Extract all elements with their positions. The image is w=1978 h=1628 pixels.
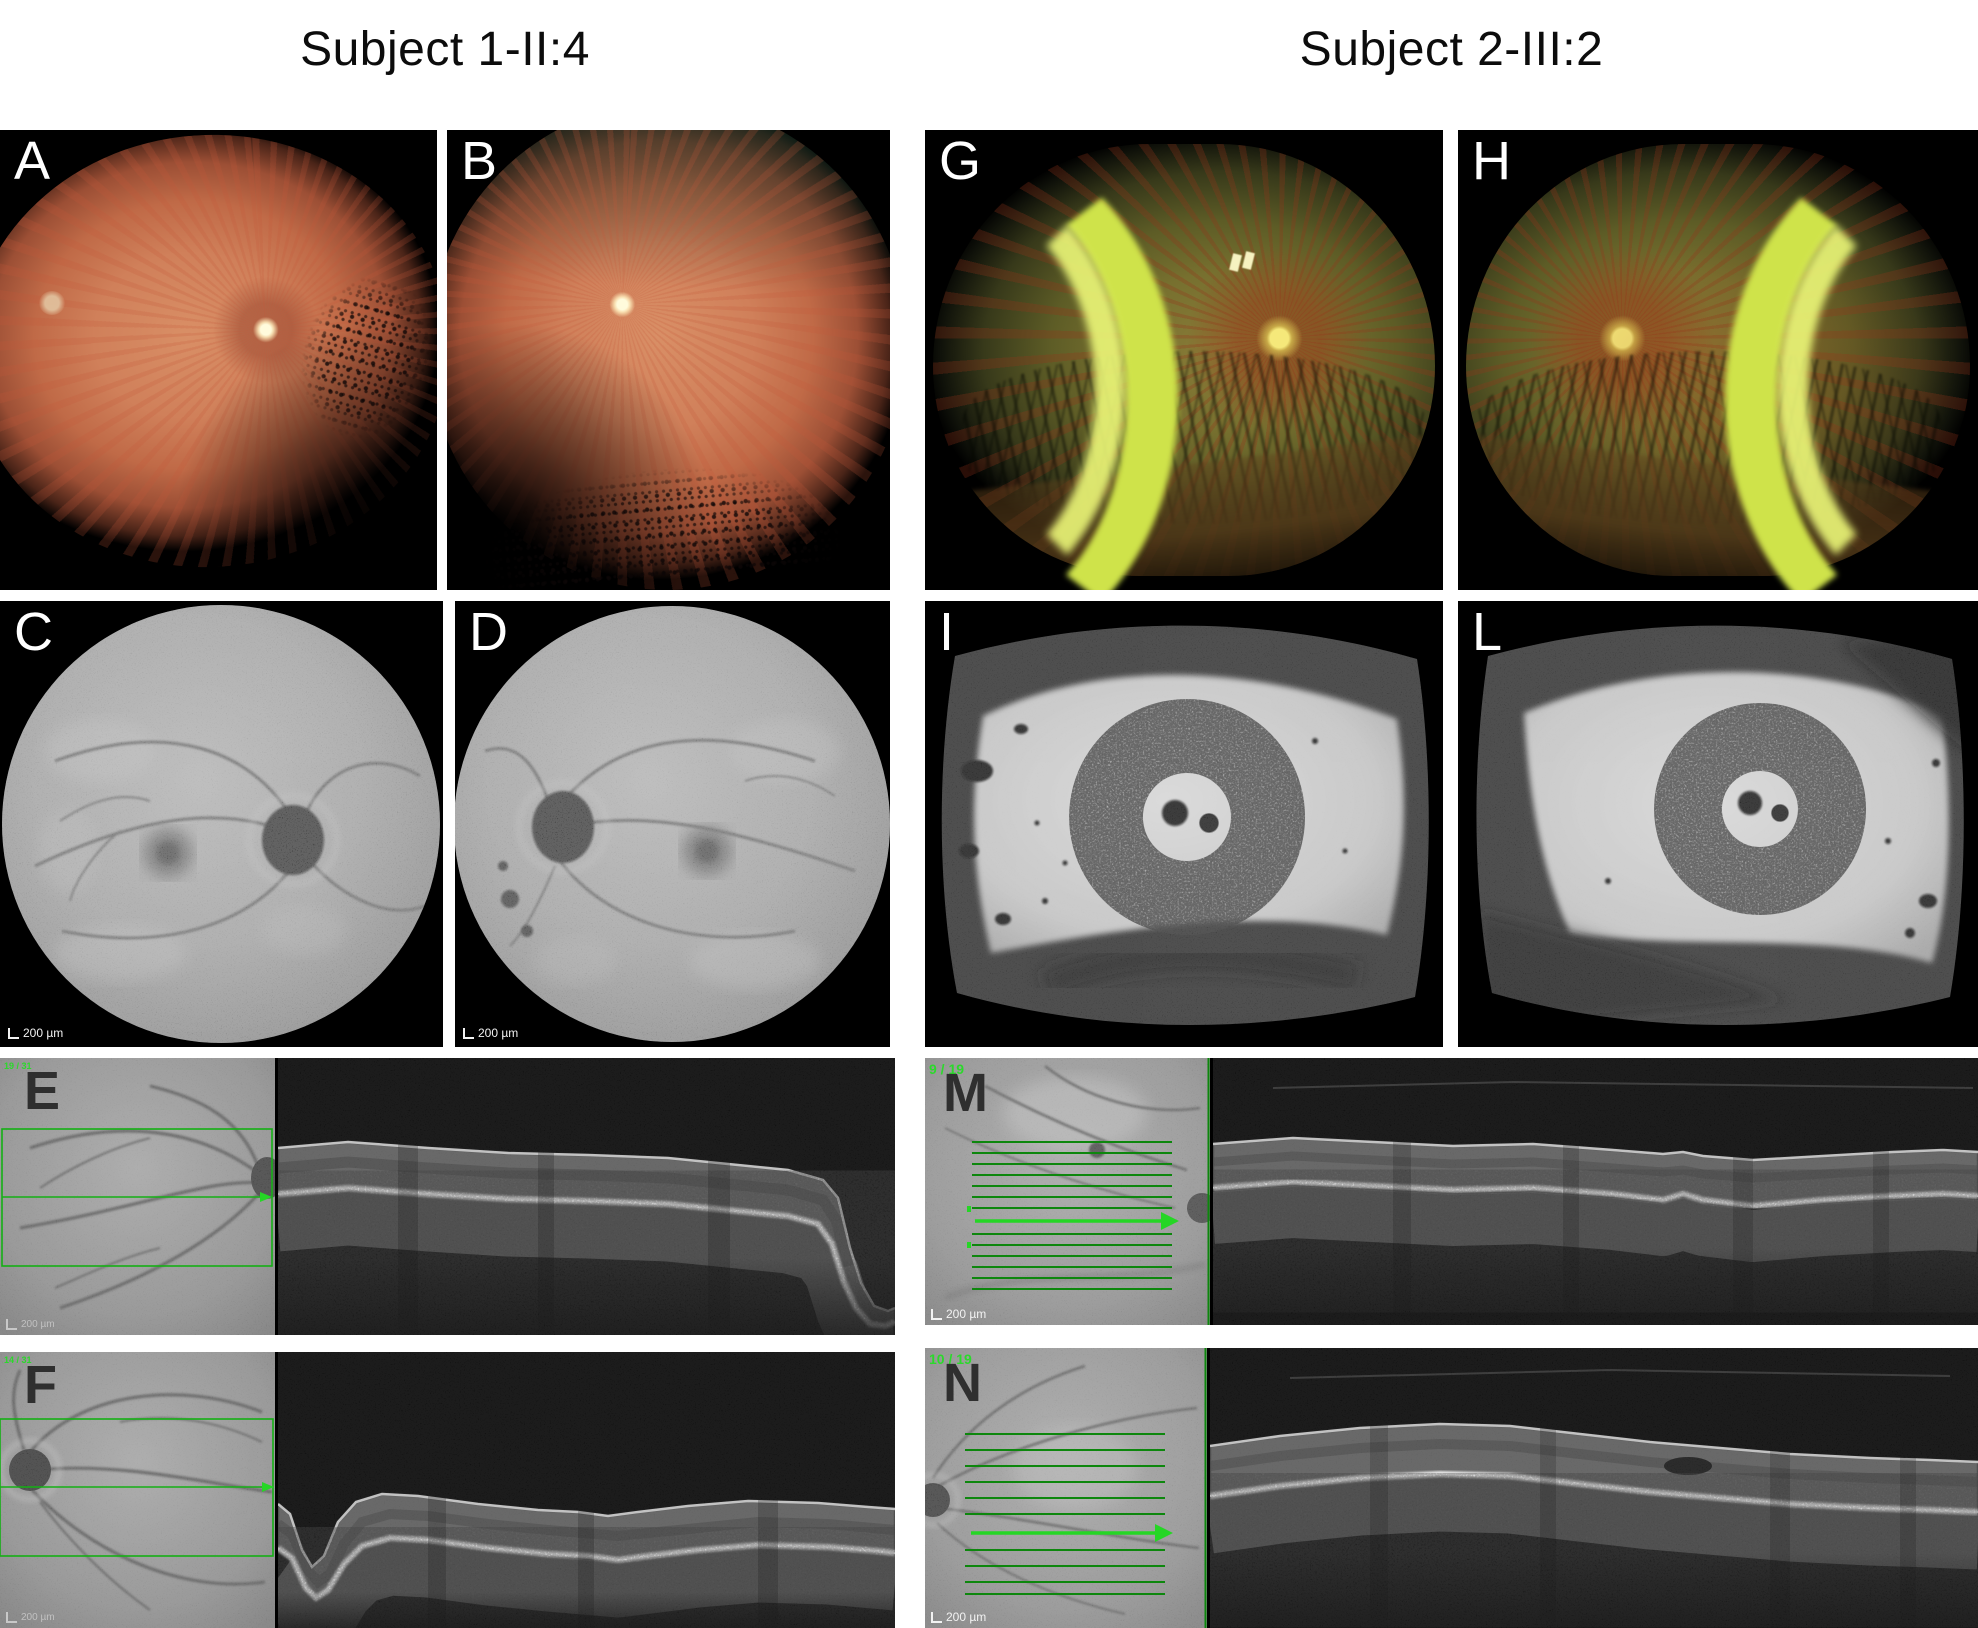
subject-1-title: Subject 1-II:4 xyxy=(300,23,590,76)
scale-label: 200 µm xyxy=(21,1612,55,1623)
scan-arrow-icon xyxy=(1155,1524,1173,1542)
scale-label: 200 µm xyxy=(21,1319,55,1330)
scan-counter: 14 / 31 xyxy=(4,1355,32,1365)
panel-label: M xyxy=(943,1063,988,1123)
scale-bar-icon xyxy=(6,1319,17,1330)
scale-bar: 200 µm xyxy=(6,1612,55,1623)
scan-arrow-icon xyxy=(1161,1212,1179,1230)
scan-counter: 9 / 19 xyxy=(929,1061,965,1077)
panel-label: E xyxy=(24,1061,61,1121)
ir-enface-image xyxy=(0,1058,275,1335)
panel-h-widefield-fundus: H xyxy=(1458,130,1978,590)
panel-label: L xyxy=(1472,602,1503,662)
panel-label: H xyxy=(1472,131,1511,191)
panel-m-oct: 9 / 19 200 µm M xyxy=(925,1058,1978,1325)
scale-label: 200 µm xyxy=(478,1026,519,1040)
scan-arrow-icon xyxy=(260,1192,272,1202)
pale-lesion xyxy=(39,291,66,315)
panel-f-oct: 14 / 31 200 µm F xyxy=(0,1352,895,1628)
panel-label: F xyxy=(24,1355,57,1415)
scale-label: 200 µm xyxy=(23,1026,64,1040)
scale-bar-icon xyxy=(931,1309,942,1320)
widefield-faf-image xyxy=(941,625,1429,1026)
panel-a-fundus-photo: A xyxy=(0,130,437,590)
scan-counter: 10 / 19 xyxy=(929,1351,972,1367)
oct-bscan-image xyxy=(1213,1058,1978,1325)
ir-enface-image xyxy=(0,1352,275,1628)
faf-image xyxy=(2,605,440,1043)
scale-bar: 200 µm xyxy=(6,1319,55,1330)
pigment-deposits xyxy=(458,407,861,590)
oct-bscan-image xyxy=(278,1058,895,1335)
scan-area-annotation xyxy=(0,1418,274,1557)
scan-area-annotation xyxy=(1,1128,273,1267)
panel-label: G xyxy=(939,131,982,191)
panel-label: C xyxy=(14,602,53,662)
panel-b-fundus-photo: B xyxy=(447,130,890,590)
scan-lines-annotation xyxy=(967,1141,1172,1290)
panel-label: I xyxy=(939,602,955,662)
faf-image xyxy=(455,606,890,1042)
scan-arrow-icon xyxy=(262,1482,274,1492)
scale-bar-icon xyxy=(931,1612,942,1623)
widefield-faf-image xyxy=(1476,625,1964,1026)
panel-label: A xyxy=(14,131,51,191)
panel-label: D xyxy=(469,602,508,662)
panel-label: N xyxy=(943,1353,982,1413)
widefield-image xyxy=(1458,130,1978,590)
scale-bar: 200 µm xyxy=(931,1308,986,1320)
panel-c-autofluorescence: 200 µm C xyxy=(0,601,443,1047)
scale-bar-icon xyxy=(8,1028,19,1039)
oct-bscan-image xyxy=(278,1352,895,1628)
scale-label: 200 µm xyxy=(946,1307,987,1321)
scale-bar-icon xyxy=(463,1028,474,1039)
ir-enface-image xyxy=(925,1058,1210,1325)
panel-l-widefield-faf: L xyxy=(1458,601,1978,1047)
widefield-image xyxy=(925,130,1443,590)
panel-n-oct: 10 / 19 200 µm N xyxy=(925,1348,1978,1628)
scale-bar-icon xyxy=(6,1612,17,1623)
oct-bscan-image xyxy=(1210,1348,1978,1628)
scan-lines-annotation xyxy=(965,1433,1165,1595)
panel-d-autofluorescence: 200 µm D xyxy=(455,601,890,1047)
scan-counter: 19 / 31 xyxy=(4,1061,32,1071)
scale-bar: 200 µm xyxy=(463,1027,518,1039)
scale-bar: 200 µm xyxy=(931,1611,986,1623)
subject-2-title: Subject 2-III:2 xyxy=(1299,23,1604,76)
scale-label: 200 µm xyxy=(946,1610,987,1624)
panel-e-oct: 19 / 31 200 µm E xyxy=(0,1058,895,1335)
panel-g-widefield-fundus: G xyxy=(925,130,1443,590)
panel-i-widefield-faf: I xyxy=(925,601,1443,1047)
scale-bar: 200 µm xyxy=(8,1027,63,1039)
ir-enface-image xyxy=(925,1348,1207,1628)
panel-label: B xyxy=(461,131,498,191)
